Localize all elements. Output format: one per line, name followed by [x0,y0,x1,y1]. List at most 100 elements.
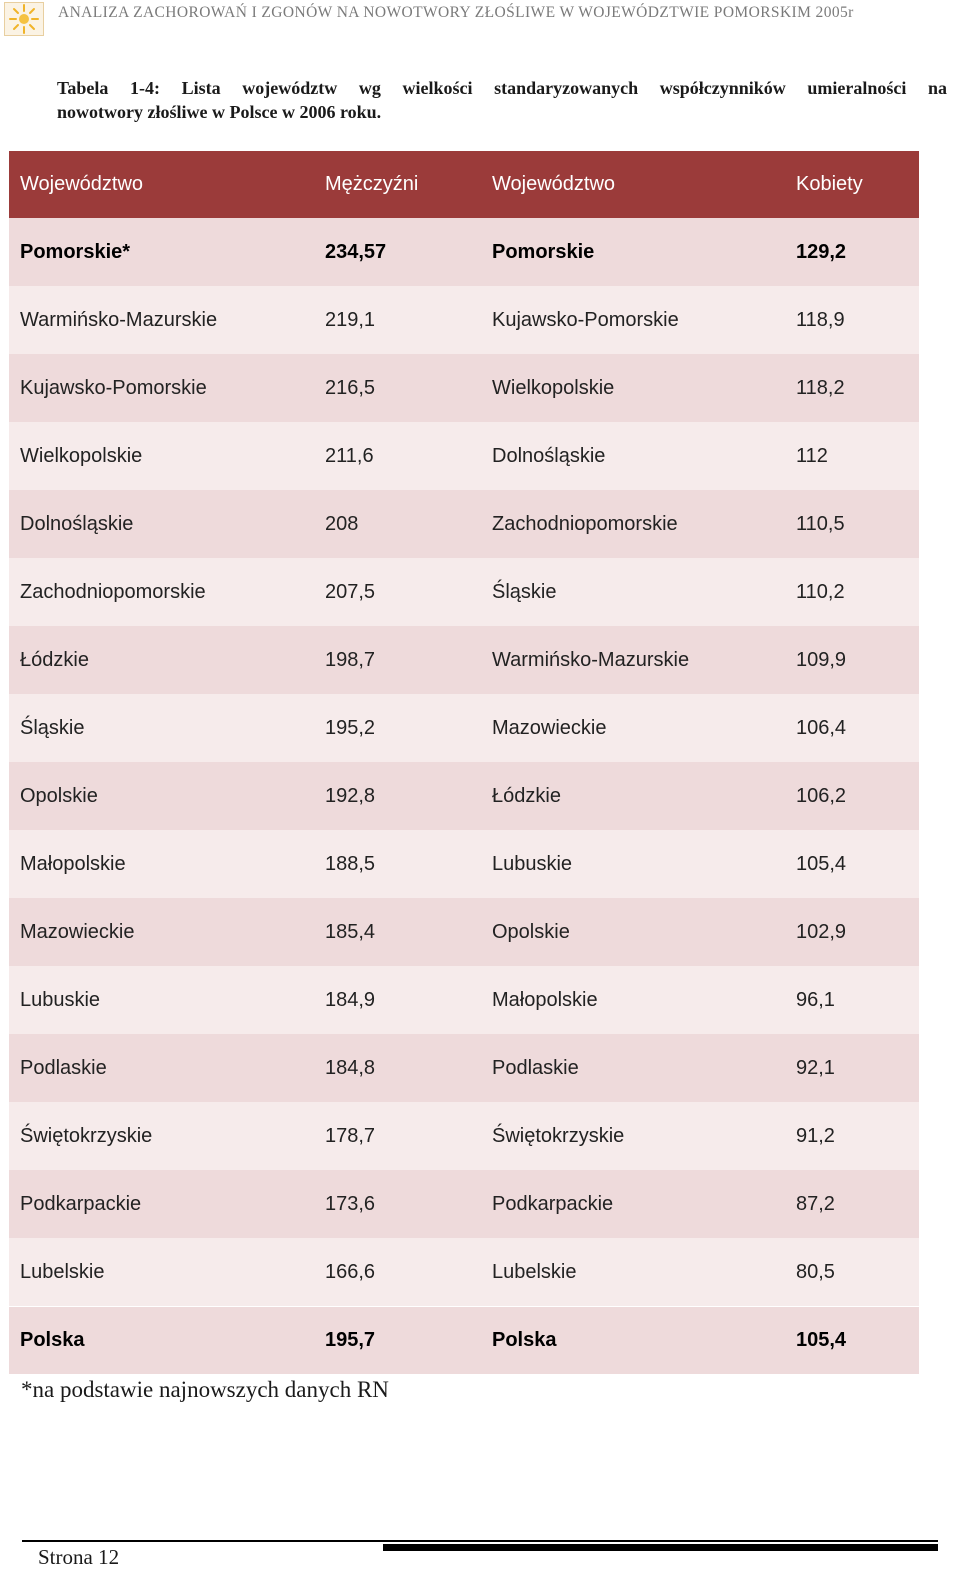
cell-region-women: Polska [492,1329,557,1351]
table-row: Dolnośląskie 208 Zachodniopomorskie 110,5 [9,490,919,558]
page-number: Strona 12 [38,1545,120,1569]
table-row: Podkarpackie 173,6 Podkarpackie 87,2 [9,1170,919,1238]
table-row: Świętokrzyskie 178,7 Świętokrzyskie 91,2 [9,1102,919,1170]
table-body: Pomorskie* 234,57 Pomorskie 129,2 Warmińsko-… [9,218,919,1374]
table-row: Lubuskie 184,9 Małopolskie 96,1 [9,966,919,1034]
cell-value-women: 112 [796,444,828,467]
table-row: Małopolskie 188,5 Lubuskie 105,4 [9,830,919,898]
document-header-title: ANALIZA ZACHOROWAŃ I ZGONÓW NA NOWOTWORY… [58,4,854,21]
cell-region-men: Podkarpackie [20,1192,142,1215]
table-row: Opolskie 192,8 Łódzkie 106,2 [9,762,919,830]
cell-region-men: Pomorskie* [20,240,131,263]
cell-region-women: Śląskie [492,580,557,603]
cell-region-women: Wielkopolskie [492,376,615,399]
cell-value-women: 109,9 [796,648,847,671]
cell-value-men: 178,7 [325,1124,376,1147]
column-header-region-men: Województwo [9,151,314,218]
cell-value-women: 87,2 [796,1192,835,1215]
table-caption: Tabela 1-4: Lista województw wg wielkośc… [57,76,947,124]
cell-value-women: 106,2 [796,784,847,807]
cell-value-women: 118,9 [796,308,845,331]
cell-region-men: Podlaskie [20,1056,107,1079]
cell-value-women: 91,2 [796,1124,835,1147]
cell-value-women: 106,4 [796,716,847,739]
cell-region-men: Świętokrzyskie [20,1124,153,1147]
cell-region-men: Mazowieckie [20,920,135,943]
cell-region-women: Podkarpackie [492,1192,614,1215]
cell-value-women: 105,4 [796,1329,847,1351]
table-spacer-row [9,1306,919,1307]
cell-region-women: Kujawsko-Pomorskie [492,308,679,331]
cell-value-men: 208 [325,512,359,535]
cell-value-women: 105,4 [796,852,847,875]
caption-line-2: nowotwory złośliwe w Polsce w 2006 roku. [57,102,382,122]
cell-value-men: 166,6 [325,1260,376,1283]
cell-value-men: 207,5 [325,580,376,603]
cell-value-women: 110,5 [796,512,845,535]
cell-region-men: Śląskie [20,716,85,739]
cell-value-women: 80,5 [796,1260,835,1283]
cell-region-women: Dolnośląskie [492,444,606,467]
footnote: *na podstawie najnowszych danych RN [21,1377,389,1402]
cell-region-men: Małopolskie [20,852,126,875]
cell-value-men: 216,5 [325,376,376,399]
table-row: Wielkopolskie 211,6 Dolnośląskie 112 [9,422,919,490]
cell-value-women: 92,1 [796,1056,835,1079]
cell-region-women: Mazowieckie [492,716,607,739]
footer-rule [22,1540,938,1542]
cell-region-men: Lubuskie [20,988,101,1011]
cell-value-men: 234,57 [325,240,387,263]
cell-region-men: Kujawsko-Pomorskie [20,376,207,399]
cell-region-women: Zachodniopomorskie [492,512,678,535]
cell-value-men: 173,6 [325,1192,376,1215]
cell-value-men: 184,9 [325,988,376,1011]
table-header-row: Województwo Mężczyźni Województwo Kobiet… [9,151,919,218]
column-header-women: Kobiety [785,151,919,218]
cell-region-women: Pomorskie [492,240,595,263]
table-row: Kujawsko-Pomorskie 216,5 Wielkopolskie 118,… [9,354,919,422]
cell-region-men: Wielkopolskie [20,444,143,467]
column-header-men: Mężczyźni [314,151,481,218]
mortality-table: Województwo Mężczyźni Województwo Kobiet… [9,151,919,1374]
cell-region-women: Świętokrzyskie [492,1124,625,1147]
table-row: Łódzkie 198,7 Warmińsko-Mazurskie 109,9 [9,626,919,694]
cell-value-men: 195,7 [325,1329,376,1351]
cell-region-women: Łódzkie [492,784,561,807]
cell-value-women: 96,1 [796,988,835,1011]
cell-value-women: 102,9 [796,920,847,943]
cell-value-men: 184,8 [325,1056,376,1079]
cell-region-women: Opolskie [492,920,570,943]
cell-value-men: 211,6 [325,444,374,467]
cell-value-men: 198,7 [325,648,376,671]
cell-region-men: Dolnośląskie [20,512,134,535]
cell-region-women: Podlaskie [492,1056,579,1079]
cell-region-women: Lubelskie [492,1260,577,1283]
cell-region-men: Opolskie [20,784,98,807]
cell-region-women: Małopolskie [492,988,598,1011]
cell-value-women: 110,2 [796,580,845,603]
cell-value-men: 185,4 [325,920,376,943]
cell-region-men: Lubelskie [20,1260,105,1283]
cell-region-women: Warmińsko-Mazurskie [492,648,690,671]
caption-line-1: Tabela 1-4: Lista województw wg wielkośc… [57,78,947,98]
cell-value-men: 219,1 [325,308,376,331]
cell-value-women: 118,2 [796,376,845,399]
cell-value-women: 129,2 [796,240,847,263]
cell-region-men: Warmińsko-Mazurskie [20,308,218,331]
cell-value-men: 195,2 [325,716,376,739]
cell-value-men: 192,8 [325,784,376,807]
table-row: Warmińsko-Mazurskie 219,1 Kujawsko-Pomorsk… [9,286,919,354]
cell-region-men: Polska [20,1329,85,1351]
sun-logo-icon [4,2,44,36]
table-row: Śląskie 195,2 Mazowieckie 106,4 [9,694,919,762]
table-row: Lubelskie 166,6 Lubelskie 80,5 [9,1238,919,1306]
table-row: Mazowieckie 185,4 Opolskie 102,9 [9,898,919,966]
cell-region-men: Łódzkie [20,648,89,671]
cell-region-women: Lubuskie [492,852,573,875]
table-row: Podlaskie 184,8 Podlaskie 92,1 [9,1034,919,1102]
column-header-region-women: Województwo [481,151,785,218]
table-total-row: Polska 195,7 Polska 105,4 [9,1307,919,1374]
footer-rule-thick [383,1544,938,1551]
table-row: Pomorskie* 234,57 Pomorskie 129,2 [9,218,919,286]
cell-value-men: 188,5 [325,852,376,875]
